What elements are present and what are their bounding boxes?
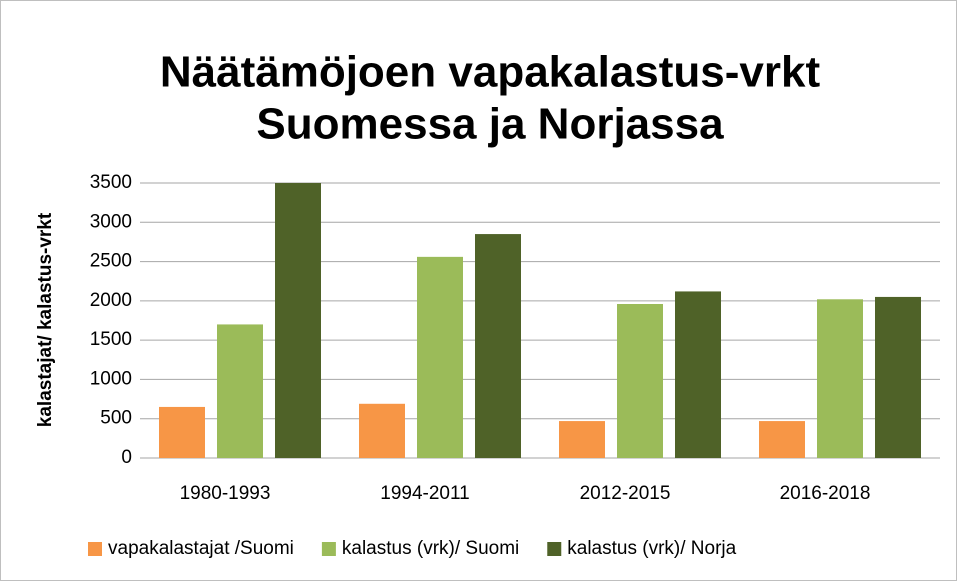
- bar: [617, 304, 663, 458]
- bar: [275, 183, 321, 458]
- legend-swatch: [88, 542, 102, 556]
- bar: [559, 421, 605, 458]
- chart-title: Suomessa ja Norjassa: [256, 100, 724, 149]
- legend-swatch: [547, 542, 562, 556]
- y-tick-label: 1500: [90, 329, 132, 350]
- bar: [159, 406, 205, 458]
- x-tick-label: 1994-2011: [380, 483, 469, 504]
- y-tick-label: 2000: [90, 290, 132, 311]
- bar: [817, 299, 863, 458]
- bar: [417, 256, 463, 458]
- x-tick-label: 1980-1993: [180, 483, 271, 504]
- y-tick-label: 0: [121, 447, 132, 468]
- y-axis-label: kalastajat/ kalastus-vrkt: [35, 212, 56, 427]
- legend-label: vapakalastajat /Suomi: [108, 538, 294, 559]
- bar: [759, 421, 805, 458]
- x-tick-label: 2016-2018: [780, 483, 871, 504]
- bar: [875, 296, 921, 458]
- legend-swatch: [321, 542, 336, 556]
- chart-title: Näätämöjoen vapakalastus-vrkt: [160, 48, 821, 97]
- x-tick-label: 2012-2015: [580, 483, 671, 504]
- y-tick-label: 1000: [90, 368, 132, 389]
- bar: [675, 291, 721, 458]
- legend-label: kalastus (vrk)/ Suomi: [342, 538, 519, 559]
- y-tick-label: 3000: [90, 211, 132, 232]
- y-tick-label: 3500: [90, 172, 132, 193]
- bar: [475, 234, 521, 458]
- bar: [359, 403, 405, 458]
- y-tick-label: 2500: [90, 251, 132, 272]
- legend-label: kalastus (vrk)/ Norja: [567, 538, 736, 559]
- bar: [217, 324, 263, 458]
- y-tick-label: 500: [100, 408, 132, 429]
